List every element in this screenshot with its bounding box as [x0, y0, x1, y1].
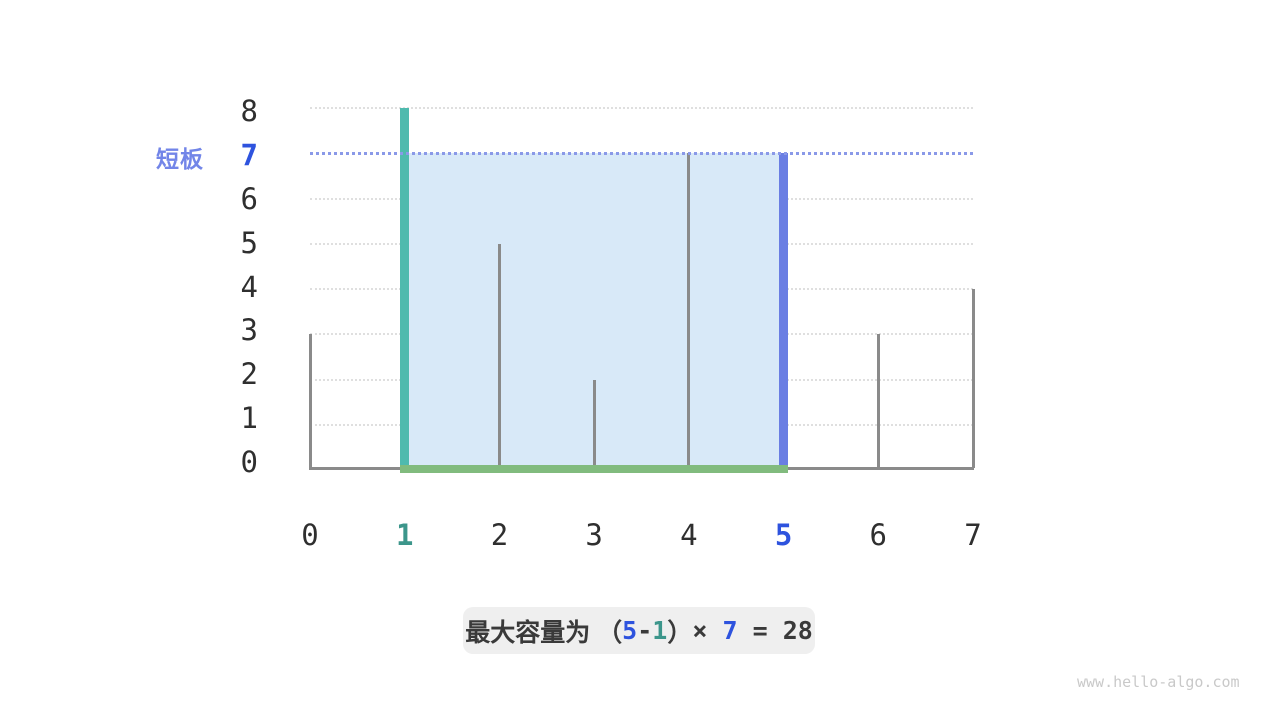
x-tick-label: 5: [774, 518, 793, 552]
water-level-line: [310, 151, 973, 155]
bar: [876, 334, 880, 468]
caption-part-left-index: 5: [622, 616, 638, 645]
y-tick-label: 0: [240, 445, 258, 479]
caption-box: 最大容量为 （ 5 - 1 ） × 7 = 28: [463, 607, 815, 654]
y-tick-label: 3: [240, 313, 258, 348]
caption-part: -: [637, 616, 653, 645]
caption-part: =: [737, 616, 783, 645]
caption-part-result: 28: [782, 616, 813, 645]
bar: [971, 289, 975, 468]
x-tick-label: 3: [585, 518, 603, 552]
caption-part: ×: [692, 616, 723, 645]
x-tick-label: 6: [869, 518, 888, 552]
bar: [497, 243, 501, 468]
y-tick-label: 2: [240, 357, 258, 392]
bar: [308, 334, 312, 468]
x-tick-label: 7: [964, 518, 982, 552]
bar: [687, 153, 691, 468]
gridline: [310, 107, 973, 109]
x-tick-label: 2: [490, 518, 509, 552]
caption-part-height: 7: [722, 616, 738, 645]
x-tick-label: 1: [395, 518, 414, 552]
range-line: [399, 465, 789, 473]
caption-part: 最大容量为 （: [465, 618, 623, 647]
y-tick-label: 1: [240, 401, 258, 436]
y-tick-label: 4: [240, 269, 258, 304]
x-tick-label: 4: [680, 518, 698, 552]
bar-left-pointer: [399, 108, 410, 468]
chart-plot-area: [308, 107, 975, 473]
y-tick-label: 7: [240, 137, 258, 172]
bar-right-pointer: [778, 153, 789, 468]
caption-part: ）: [667, 618, 693, 647]
bar: [592, 379, 596, 468]
caption-part-right-index: 1: [652, 616, 668, 645]
watermark-text: www.hello-algo.com: [1077, 673, 1240, 691]
x-tick-label: 0: [301, 518, 319, 552]
y-tick-label: 8: [240, 94, 258, 128]
short-board-label: 短板: [156, 146, 204, 172]
y-tick-label: 6: [240, 181, 258, 216]
y-tick-label: 5: [240, 225, 258, 260]
